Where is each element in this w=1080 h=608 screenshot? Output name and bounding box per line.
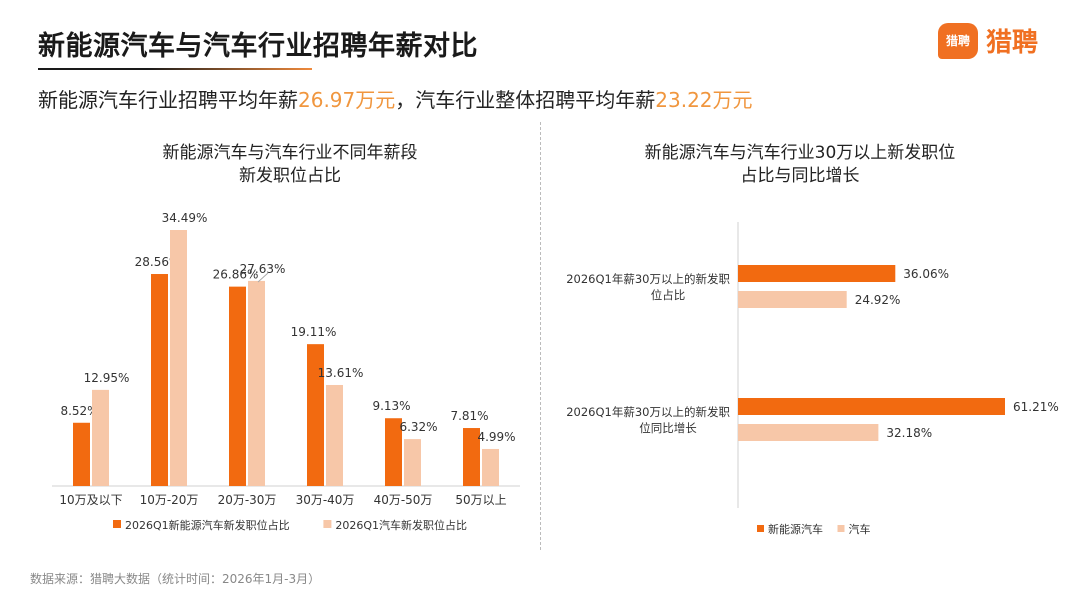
left-legend-label-2: 2026Q1汽车新发职位占比 — [335, 518, 467, 532]
nev-hbar-2 — [738, 398, 1005, 415]
auto-value-label-3: 27.63% — [240, 262, 286, 276]
y-tick-label-1-line2: 位占比 — [651, 288, 686, 302]
right-legend-swatch-2 — [837, 525, 845, 532]
subtitle: 新能源汽车行业招聘平均年薪26.97万元，汽车行业整体招聘平均年薪23.22万元 — [38, 84, 753, 113]
nev-value-label-2: 28.56% — [135, 255, 181, 269]
x-tick-label-6: 50万以上 — [455, 493, 506, 507]
nev-value-label-4: 19.11% — [291, 325, 337, 339]
auto-value-label-6: 4.99% — [477, 430, 515, 444]
auto-bar-6 — [482, 448, 499, 486]
subtitle-part1: 新能源汽车行业招聘平均年薪 — [38, 88, 298, 112]
left-legend-label-1: 2026Q1新能源汽车新发职位占比 — [125, 518, 290, 532]
auto-value-label-2: 34.49% — [162, 211, 208, 225]
auto-bar-1 — [92, 389, 109, 486]
nev-bar-6 — [463, 428, 480, 486]
nev-bar-3 — [229, 286, 246, 486]
left-legend-swatch-2 — [323, 520, 332, 528]
right-legend-swatch-1 — [757, 525, 764, 532]
right-chart-title-line1: 新能源汽车与汽车行业30万以上新发职位 — [644, 143, 956, 163]
nev-value-label-1: 8.52% — [60, 404, 98, 418]
auto-value-label-1: 12.95% — [84, 371, 130, 385]
auto-value-label-4: 13.61% — [318, 366, 364, 380]
x-tick-label-4: 30万-40万 — [296, 493, 355, 507]
nev-hvalue-label-2: 61.21% — [1013, 400, 1059, 414]
auto-bar-3 — [248, 280, 265, 486]
data-source-note: 数据来源：猎聘大数据（统计时间：2026年1月-3月） — [30, 572, 321, 586]
x-tick-label-3: 20万-30万 — [218, 493, 277, 507]
nev-bar-1 — [73, 422, 90, 486]
logo-text: 猎聘 — [986, 28, 1039, 58]
brand-logo: 猎聘 猎聘 — [938, 22, 1038, 59]
panel-divider — [540, 122, 541, 550]
auto-hvalue-label-2: 32.18% — [886, 426, 932, 440]
nev-bar-2 — [151, 274, 168, 486]
subtitle-value2: 23.22万元 — [655, 88, 753, 112]
title-underline — [38, 68, 312, 70]
y-tick-label-2-line1: 2026Q1年薪30万以上的新发职 — [566, 405, 730, 419]
nev-value-label-3: 26.86% — [213, 268, 259, 282]
page-title: 新能源汽车与汽车行业招聘年薪对比 — [38, 31, 478, 62]
auto-value-label-5: 6.32% — [399, 420, 437, 434]
auto-bar-2 — [170, 230, 187, 486]
auto-hbar-1 — [738, 291, 847, 308]
x-tick-label-5: 40万-50万 — [374, 493, 433, 507]
auto-bar-5 — [404, 439, 421, 486]
left-legend-swatch-1 — [113, 520, 121, 528]
right-legend-label-2: 汽车 — [849, 522, 871, 536]
left-chart-title-line1: 新能源汽车与汽车行业不同年薪段 — [162, 143, 418, 163]
nev-value-label-6: 7.81% — [450, 409, 488, 423]
nev-hbar-1 — [738, 265, 896, 282]
right-chart-title-line2: 占比与同比增长 — [740, 166, 860, 186]
y-tick-label-2-line2: 位同比增长 — [639, 421, 697, 435]
right-chart-title: 新能源汽车与汽车行业30万以上新发职位 占比与同比增长 — [570, 142, 1030, 188]
nev-bar-4 — [307, 344, 324, 486]
x-tick-label-2: 10万-20万 — [140, 493, 199, 507]
nev-hvalue-label-1: 36.06% — [903, 267, 949, 281]
left-chart-title-line2: 新发职位占比 — [239, 166, 341, 186]
nev-value-label-5: 9.13% — [372, 399, 410, 413]
right-legend-label-1: 新能源汽车 — [768, 522, 823, 536]
subtitle-part2: ，汽车行业整体招聘平均年薪 — [395, 88, 656, 112]
x-tick-label-1: 10万及以下 — [59, 493, 122, 507]
auto-hvalue-label-1: 24.92% — [855, 293, 901, 307]
auto-bar-4 — [326, 384, 343, 486]
auto-hbar-2 — [738, 424, 879, 441]
logo-icon: 猎聘 — [938, 22, 978, 59]
subtitle-value1: 26.97万元 — [298, 88, 396, 112]
left-chart-title: 新能源汽车与汽车行业不同年薪段 新发职位占比 — [60, 142, 520, 188]
label-leader-line — [257, 272, 269, 283]
nev-bar-5 — [385, 418, 402, 486]
y-tick-label-1-line1: 2026Q1年薪30万以上的新发职 — [566, 272, 730, 286]
